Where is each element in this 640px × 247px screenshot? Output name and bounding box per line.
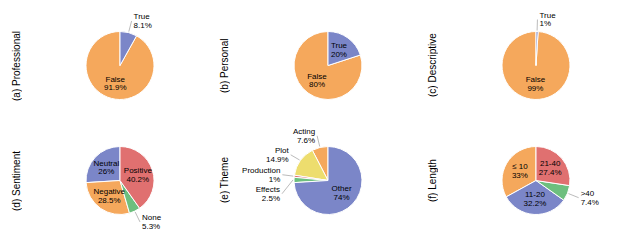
svg-text:21-4027.4%: 21-4027.4% (539, 159, 562, 177)
svg-text:Negative28.5%: Negative28.5% (93, 187, 125, 205)
html-text:(d) Sentiment: (d) Sentiment (10, 150, 22, 211)
svg-text:Plot14.9%: Plot14.9% (266, 146, 289, 164)
html-text:(c) Descriptive: (c) Descriptive (426, 33, 438, 98)
html-text:(f) Length: (f) Length (426, 159, 438, 202)
svg-text:None5.3%: None5.3% (142, 213, 162, 231)
html-text:(b) Personal: (b) Personal (218, 38, 230, 93)
svg-text:Positive40.2%: Positive40.2% (124, 166, 153, 184)
svg-text:>407.4%: >407.4% (581, 189, 599, 207)
svg-text:False80%: False80% (307, 72, 327, 90)
svg-text:False91.9%: False91.9% (104, 75, 127, 93)
svg-text:False99%: False99% (526, 75, 546, 93)
svg-text:Acting7.6%: Acting7.6% (293, 127, 315, 145)
svg-text:True1%: True1% (539, 11, 556, 29)
svg-text:≤ 1033%: ≤ 1033% (512, 162, 528, 180)
svg-text:11-2032.2%: 11-2032.2% (524, 190, 547, 208)
svg-text:Other74%: Other74% (332, 184, 352, 202)
svg-text:Effects2.5%: Effects2.5% (256, 185, 280, 203)
svg-text:True20%: True20% (331, 41, 348, 59)
svg-text:Production1%: Production1% (242, 166, 280, 184)
svg-text:Neutral26%: Neutral26% (93, 159, 119, 177)
html-text:(e) Theme: (e) Theme (218, 157, 230, 204)
svg-text:True8.1%: True8.1% (134, 12, 152, 30)
html-text:(a) Professional: (a) Professional (10, 30, 22, 101)
